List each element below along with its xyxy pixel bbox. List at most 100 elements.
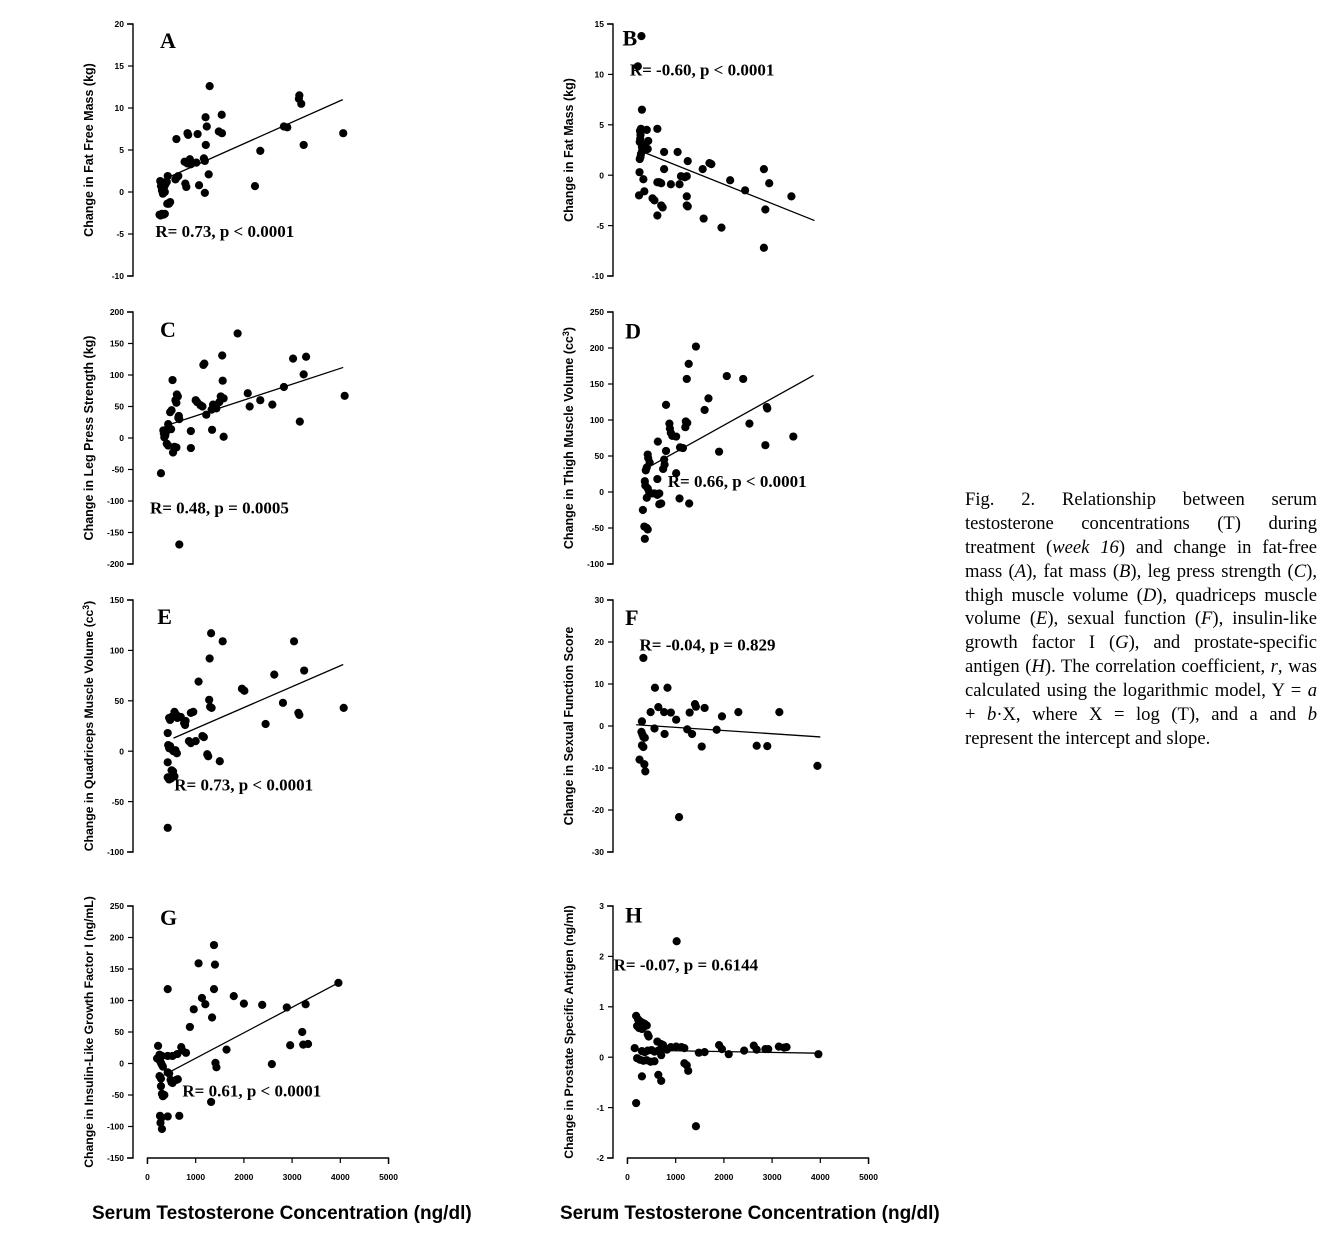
regression-line-f <box>636 724 821 738</box>
x-tick-label: 3000 <box>763 1172 782 1182</box>
data-point <box>672 937 681 946</box>
data-point <box>258 1000 267 1010</box>
data-point <box>163 985 172 994</box>
data-point <box>288 354 298 363</box>
data-point <box>674 813 684 822</box>
y-tick-label: 50 <box>595 451 605 461</box>
data-point <box>201 1000 210 1009</box>
x-tick-label: 5000 <box>379 1172 398 1182</box>
y-tick-label: -20 <box>592 805 605 815</box>
data-point <box>680 173 689 182</box>
data-point <box>186 443 195 453</box>
data-point <box>644 1032 653 1041</box>
data-points-e <box>163 629 348 832</box>
y-tick-label: 100 <box>110 370 124 380</box>
data-point <box>675 180 684 189</box>
data-point <box>638 505 647 515</box>
data-point <box>217 110 226 119</box>
data-point <box>646 708 655 717</box>
data-point <box>741 186 750 195</box>
y-tick-label: -50 <box>592 523 605 533</box>
data-point <box>157 1124 167 1134</box>
data-point <box>632 1098 641 1108</box>
data-point <box>717 1045 727 1054</box>
correlation-annotation-g: R= 0.61, p < 0.0001 <box>182 1081 321 1100</box>
data-point <box>201 140 210 150</box>
data-point <box>662 1045 672 1054</box>
correlation-annotation-f: R= -0.04, p = 0.829 <box>639 635 775 654</box>
data-point <box>717 223 726 232</box>
data-point <box>685 499 694 508</box>
panel-f: -30 -20 -10 0 10 20 30 Change in Sexual Functio… <box>535 584 1005 876</box>
y-axis-b <box>607 23 614 277</box>
y-tick-label: 0 <box>599 1052 604 1062</box>
figure-caption: Fig. 2. Relationship between serum testo… <box>965 488 1317 751</box>
data-point <box>697 742 706 751</box>
y-tick-label: 20 <box>595 637 605 647</box>
data-point <box>704 394 713 403</box>
y-tick-label: -10 <box>112 271 125 281</box>
y-tick-label: 0 <box>119 433 124 443</box>
data-point <box>650 196 659 205</box>
y-tick-label: 200 <box>590 343 604 353</box>
data-point <box>661 400 671 409</box>
x-tick-label: 1000 <box>666 1172 685 1182</box>
data-point <box>635 168 644 177</box>
data-point <box>637 31 646 41</box>
data-point <box>683 156 692 166</box>
data-point <box>653 437 662 446</box>
data-point <box>739 374 748 384</box>
data-point <box>180 157 189 166</box>
data-point <box>763 404 772 413</box>
data-point <box>199 360 208 370</box>
y-tick-label: 10 <box>595 679 605 689</box>
data-point <box>761 205 770 214</box>
data-point <box>650 724 659 733</box>
panel-letter-c: C <box>160 317 176 342</box>
data-point <box>207 703 216 712</box>
panel-d: -100 -50 0 50 100 150 200 250 Change in Thigh Mu… <box>535 296 1005 588</box>
data-point <box>657 179 666 188</box>
regression-line-a <box>161 99 343 181</box>
data-point <box>215 757 224 766</box>
data-point <box>640 760 649 769</box>
data-point <box>289 637 299 646</box>
data-point <box>278 698 288 707</box>
data-point <box>681 423 690 432</box>
data-point <box>217 129 227 138</box>
y-axis-d <box>607 311 614 565</box>
data-point <box>691 702 701 711</box>
data-point <box>637 1072 647 1081</box>
panel-b: -10 -5 0 5 10 15 Change in Fat Mass (kg) B R= -0… <box>535 8 1005 300</box>
y-tick-label: 50 <box>115 696 125 706</box>
data-point <box>198 402 207 411</box>
data-point <box>205 654 214 663</box>
data-point <box>166 425 176 434</box>
data-point <box>168 448 178 457</box>
data-point <box>185 1022 194 1032</box>
data-point <box>181 1048 191 1057</box>
data-point <box>189 1005 198 1014</box>
data-point <box>650 1057 659 1066</box>
data-points-g <box>153 940 343 1134</box>
data-point <box>699 214 708 223</box>
data-point <box>171 396 180 405</box>
data-point <box>740 1046 749 1055</box>
data-point <box>700 1048 709 1057</box>
y-tick-label: -200 <box>107 559 124 569</box>
data-point <box>218 376 227 385</box>
y-tick-label: -50 <box>112 797 125 807</box>
data-point <box>657 1051 666 1060</box>
data-point <box>637 105 647 114</box>
data-point <box>233 329 242 338</box>
y-axis-title-g: Change in Insulin-Like Growth Factor I (… <box>82 896 96 1168</box>
data-point <box>267 1060 276 1069</box>
data-point <box>759 165 769 174</box>
y-axis-title-e: Change in Quadriceps Muscle Volume (cc3) <box>81 601 96 852</box>
data-point <box>197 993 207 1003</box>
data-point <box>814 1050 823 1059</box>
y-tick-label: 150 <box>110 595 124 605</box>
data-point <box>726 176 735 185</box>
y-tick-label: 5 <box>599 120 604 130</box>
data-point <box>641 466 650 475</box>
